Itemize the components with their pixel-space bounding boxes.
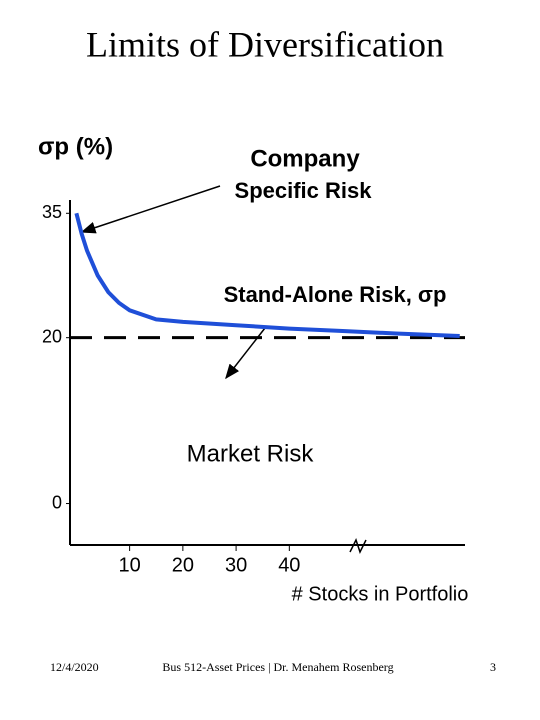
footer-course: Bus 512-Asset Prices | Dr. Menahem Rosen…	[162, 660, 393, 674]
x-tick-label: 10	[118, 554, 140, 576]
x-tick-label: 30	[225, 554, 247, 576]
risk-curve	[74, 212, 460, 338]
chart-title: Limits of Diversification	[86, 24, 444, 64]
annotation: Company	[250, 145, 360, 172]
axis-break	[349, 538, 367, 554]
reference-label: Market Risk	[187, 440, 315, 467]
arrow	[225, 327, 266, 380]
x-tick-label: 40	[278, 554, 300, 576]
x-axis-label: # Stocks in Portfolio	[292, 583, 469, 605]
footer-date: 12/4/2020	[50, 660, 99, 674]
y-tick-label: 35	[42, 202, 62, 222]
annotation: Specific Risk	[235, 178, 373, 203]
y-tick-label: 0	[52, 492, 62, 512]
y-tick-label: 20	[42, 326, 62, 346]
footer-page: 3	[490, 660, 496, 674]
x-tick-label: 20	[172, 554, 194, 576]
y-axis-label: σp (%)	[38, 133, 113, 160]
arrow	[80, 185, 221, 234]
annotation: Stand-Alone Risk, σp	[224, 282, 447, 307]
